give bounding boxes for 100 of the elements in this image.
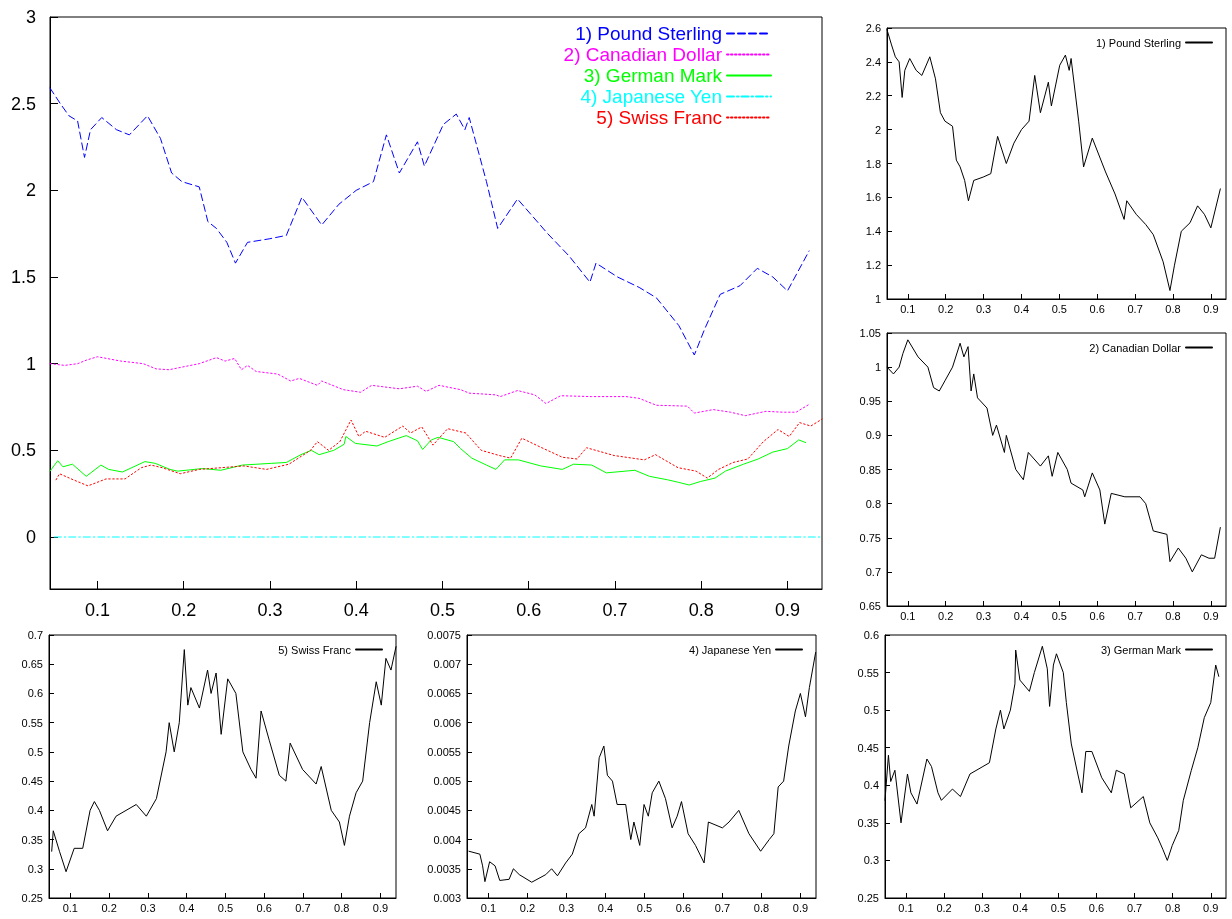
y-tick-label: 1 xyxy=(874,293,881,305)
legend-label: 2) Canadian Dollar xyxy=(1089,341,1182,354)
y-tick-label: 0.3 xyxy=(27,862,43,875)
x-tick-label: 0.9 xyxy=(792,901,809,914)
y-tick-label: 0.003 xyxy=(433,892,461,904)
y-tick-label: 0.25 xyxy=(857,892,879,904)
y-tick-label: 0.75 xyxy=(859,531,881,544)
x-tick-label: 0.7 xyxy=(714,901,731,914)
legend-label: 4) Japanese Yen xyxy=(689,643,771,656)
x-tick-label: 0.1 xyxy=(898,901,914,914)
x-tick-label: 0.4 xyxy=(1013,609,1030,622)
y-tick-label: 1 xyxy=(25,353,36,374)
x-tick-label: 0.8 xyxy=(1165,302,1181,315)
y-tick-label: 0.65 xyxy=(859,600,881,612)
y-tick-label: 1.2 xyxy=(865,259,881,272)
y-tick-label: 0.5 xyxy=(27,745,43,758)
x-tick-label: 0.7 xyxy=(1126,901,1143,914)
x-tick-label: 0.8 xyxy=(334,901,350,914)
y-tick-label: 2.6 xyxy=(865,22,881,34)
y-tick-label: 0.9 xyxy=(865,429,881,442)
legend-label: 2) Canadian Dollar xyxy=(563,44,723,65)
y-tick-label: 0.35 xyxy=(21,833,43,846)
x-tick-label: 0.1 xyxy=(900,609,916,622)
x-tick-label: 0.8 xyxy=(1165,901,1181,914)
y-tick-label: 2.4 xyxy=(865,55,881,68)
y-tick-label: 0.55 xyxy=(21,716,43,729)
x-tick-label: 0.3 xyxy=(257,600,283,620)
x-tick-label: 0.4 xyxy=(1013,302,1030,315)
y-tick-label: 0.65 xyxy=(21,658,43,671)
x-tick-label: 0.7 xyxy=(602,600,628,620)
y-tick-label: 0.5 xyxy=(10,440,36,461)
x-tick-label: 0.6 xyxy=(1089,609,1105,622)
x-tick-label: 0.1 xyxy=(84,600,110,620)
y-tick-label: 0.95 xyxy=(859,395,881,408)
x-tick-label: 0.5 xyxy=(217,901,234,914)
y-tick-label: 0.45 xyxy=(21,775,43,788)
y-tick-label: 0.3 xyxy=(863,854,879,867)
x-tick-label: 0.2 xyxy=(519,901,536,914)
x-tick-label: 0.2 xyxy=(938,609,954,622)
y-tick-label: 2 xyxy=(874,123,881,136)
legend-label: 3) German Mark xyxy=(1100,643,1182,656)
legend-label: 5) Swiss Franc xyxy=(596,107,722,128)
y-tick-label: 0.85 xyxy=(859,463,881,476)
y-tick-label: 0.4 xyxy=(863,779,879,792)
y-tick-label: 1.8 xyxy=(865,157,881,170)
y-tick-label: 1.6 xyxy=(865,191,881,204)
x-tick-label: 0.6 xyxy=(1088,901,1105,914)
x-tick-label: 0.4 xyxy=(1012,901,1028,914)
y-tick-label: 2.5 xyxy=(10,93,36,114)
x-tick-label: 0.7 xyxy=(1127,609,1143,622)
x-tick-label: 0.2 xyxy=(938,302,954,315)
x-tick-label: 0.1 xyxy=(62,901,78,914)
x-tick-label: 0.4 xyxy=(343,600,369,620)
y-tick-label: 0.25 xyxy=(21,892,43,904)
x-tick-label: 0.2 xyxy=(171,600,197,620)
x-tick-label: 0.1 xyxy=(900,302,916,315)
y-tick-label: 1 xyxy=(874,361,881,374)
x-tick-label: 0.7 xyxy=(295,901,311,914)
line-series xyxy=(49,435,807,486)
x-tick-label: 0.1 xyxy=(480,901,497,914)
x-tick-label: 0.9 xyxy=(1203,302,1219,315)
x-tick-label: 0.9 xyxy=(1203,609,1219,622)
x-tick-label: 0.4 xyxy=(178,901,195,914)
x-tick-label: 0.8 xyxy=(688,600,714,620)
line-series xyxy=(49,87,810,356)
legend-label: 4) Japanese Yen xyxy=(580,86,722,107)
y-tick-label: 0.0045 xyxy=(427,804,461,817)
y-tick-label: 0.8 xyxy=(865,497,881,510)
y-tick-label: 0.006 xyxy=(433,716,461,729)
x-tick-label: 0.3 xyxy=(140,901,156,914)
legend-label: 5) Swiss Franc xyxy=(278,643,352,656)
x-tick-label: 0.6 xyxy=(256,901,272,914)
y-tick-label: 1.4 xyxy=(865,225,881,238)
y-tick-label: 0.0075 xyxy=(427,629,461,641)
x-tick-label: 0.3 xyxy=(558,901,575,914)
y-tick-label: 0.0035 xyxy=(427,862,461,875)
y-tick-label: 1.05 xyxy=(859,327,881,339)
y-tick-label: 0.45 xyxy=(857,741,879,754)
y-tick-label: 0.7 xyxy=(27,629,43,641)
y-tick-label: 0 xyxy=(25,527,36,547)
x-tick-label: 0.6 xyxy=(516,600,542,620)
x-tick-label: 0.3 xyxy=(975,302,992,315)
x-tick-label: 0.6 xyxy=(1089,302,1105,315)
y-tick-label: 0.7 xyxy=(865,565,881,578)
x-tick-label: 0.4 xyxy=(597,901,614,914)
y-tick-label: 0.004 xyxy=(433,833,461,846)
y-tick-label: 0.005 xyxy=(433,775,461,788)
x-tick-label: 0.5 xyxy=(1051,609,1067,622)
x-tick-label: 0.7 xyxy=(1127,302,1143,315)
x-tick-label: 0.9 xyxy=(774,600,801,620)
x-tick-label: 0.2 xyxy=(101,901,117,914)
x-tick-label: 0.8 xyxy=(1165,609,1181,622)
x-tick-label: 0.9 xyxy=(1203,901,1219,914)
y-tick-label: 3 xyxy=(25,7,36,27)
x-tick-label: 0.6 xyxy=(675,901,692,914)
y-tick-label: 0.0055 xyxy=(427,745,461,758)
legend-label: 3) German Mark xyxy=(583,65,723,86)
x-tick-label: 0.2 xyxy=(936,901,952,914)
y-tick-label: 0.35 xyxy=(857,816,879,829)
x-tick-label: 0.5 xyxy=(636,901,653,914)
